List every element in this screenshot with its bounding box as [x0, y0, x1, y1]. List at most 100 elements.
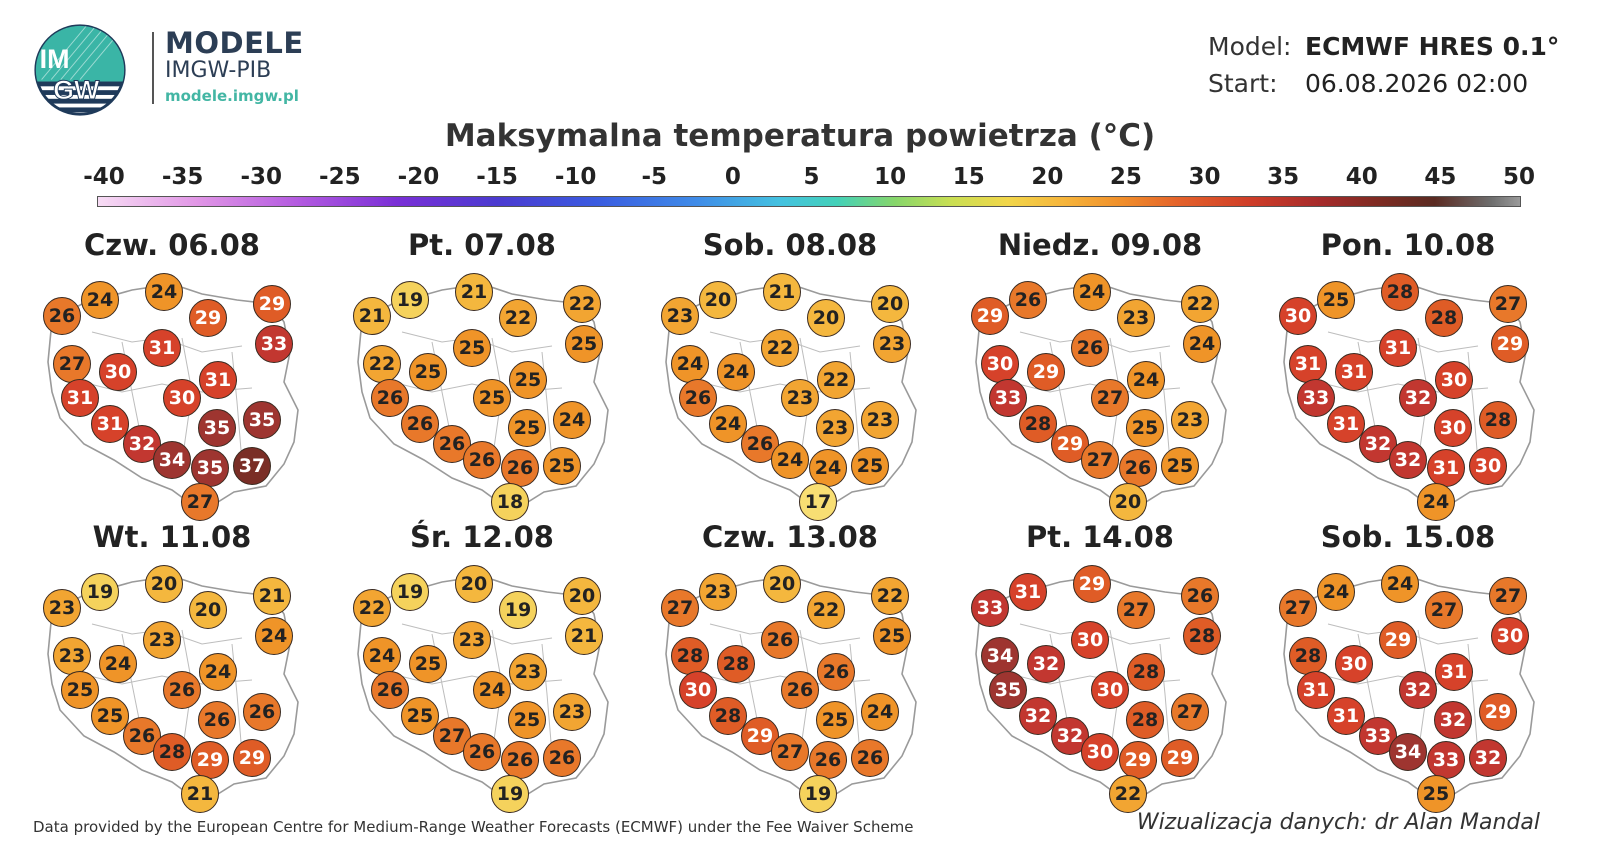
temperature-marker: 24: [1127, 361, 1165, 399]
temperature-marker: 33: [971, 589, 1009, 627]
temperature-marker: 27: [1081, 441, 1119, 479]
data-attribution: Data provided by the European Centre for…: [33, 818, 914, 836]
temperature-marker: 31: [1327, 697, 1365, 735]
temperature-marker: 32: [1019, 697, 1057, 735]
chart-title: Maksymalna temperatura powietrza (°C): [444, 118, 1156, 154]
temperature-marker: 31: [91, 405, 129, 443]
panel-date-title: Niedz. 09.08: [997, 228, 1203, 262]
temperature-marker: 24: [671, 345, 709, 383]
colorbar-tick-label: -40: [83, 164, 125, 190]
colorbar-tick-label: 0: [724, 164, 741, 190]
temperature-marker: 24: [99, 645, 137, 683]
temperature-marker: 25: [473, 379, 511, 417]
temperature-marker: 24: [81, 281, 119, 319]
forecast-panel: Śr. 12.08 22 19 20 19 20 21 23 24 25 23 26 24 25 25 23 2…: [332, 520, 632, 813]
temperature-marker: 27: [1279, 589, 1317, 627]
temperature-marker: 28: [1183, 617, 1221, 655]
forecast-panel: Pt. 07.08 21 19 21 22 22 25 25 22 25 25 26 25 26 25 24 2…: [332, 228, 632, 521]
panel-date-title: Sob. 15.08: [1320, 520, 1496, 554]
colorbar: [97, 196, 1521, 207]
temperature-marker: 26: [679, 379, 717, 417]
temperature-marker: 32: [1469, 739, 1507, 777]
temperature-marker: 30: [1081, 733, 1119, 771]
temperature-marker: 32: [1434, 701, 1472, 739]
temperature-marker: 24: [199, 653, 237, 691]
temperature-marker: 23: [553, 693, 591, 731]
colorbar-tick-label: 5: [803, 164, 820, 190]
temperature-marker: 20: [807, 299, 845, 337]
temperature-marker: 25: [409, 353, 447, 391]
temperature-marker: 26: [463, 733, 501, 771]
brand-title: MODELE: [165, 26, 304, 60]
panel-date-title: Czw. 13.08: [702, 520, 878, 554]
temperature-marker: 29: [1379, 621, 1417, 659]
temperature-marker: 26: [809, 741, 847, 779]
temperature-marker: 22: [563, 285, 601, 323]
temperature-marker: 26: [761, 621, 799, 659]
temperature-marker: 25: [873, 617, 911, 655]
temperature-marker: 29: [191, 741, 229, 779]
temperature-marker: 30: [1091, 671, 1129, 709]
temperature-marker: 19: [81, 573, 119, 611]
temperature-marker: 22: [353, 589, 391, 627]
forecast-panel: Sob. 15.08 27 24 24 27 27 30 29 28 30 31 31 32 31 32 29…: [1258, 520, 1558, 813]
temperature-marker: 30: [1469, 447, 1507, 485]
temperature-marker: 21: [763, 273, 801, 311]
colorbar-tick-label: 40: [1345, 164, 1378, 190]
temperature-marker: 26: [243, 693, 281, 731]
temperature-marker: 27: [53, 345, 91, 383]
temperature-marker: 24: [861, 693, 899, 731]
temperature-marker: 26: [163, 671, 201, 709]
temperature-marker: 22: [1109, 775, 1147, 813]
temperature-marker: 24: [1417, 483, 1455, 521]
temperature-marker: 23: [53, 637, 91, 675]
forecast-panel: Niedz. 09.08 29 26 24 23 22 24 26 30 29 24 33 27 28 25…: [950, 228, 1250, 521]
temperature-marker: 35: [243, 401, 281, 439]
temperature-marker: 26: [371, 671, 409, 709]
temperature-marker: 32: [1399, 671, 1437, 709]
temperature-marker: 34: [1389, 733, 1427, 771]
temperature-marker: 32: [123, 425, 161, 463]
temperature-marker: 31: [1335, 353, 1373, 391]
temperature-marker: 24: [363, 637, 401, 675]
temperature-marker: 26: [401, 405, 439, 443]
temperature-marker: 24: [809, 449, 847, 487]
temperature-marker: 24: [771, 441, 809, 479]
temperature-marker: 26: [198, 701, 236, 739]
colorbar-tick-label: -15: [476, 164, 518, 190]
temperature-marker: 23: [43, 589, 81, 627]
temperature-marker: 25: [509, 361, 547, 399]
temperature-marker: 31: [143, 329, 181, 367]
temperature-marker: 25: [1161, 447, 1199, 485]
temperature-marker: 30: [1434, 409, 1472, 447]
temperature-marker: 19: [391, 281, 429, 319]
temperature-marker: 25: [508, 409, 546, 447]
temperature-marker: 24: [145, 273, 183, 311]
colorbar-tick-label: 15: [952, 164, 985, 190]
colorbar-tick-label: 20: [1031, 164, 1064, 190]
temperature-marker: 27: [1091, 379, 1129, 417]
temperature-marker: 23: [781, 379, 819, 417]
temperature-marker: 26: [43, 297, 81, 335]
temperature-marker: 29: [253, 285, 291, 323]
temperature-marker: 26: [817, 653, 855, 691]
temperature-marker: 29: [971, 297, 1009, 335]
temperature-marker: 24: [255, 617, 293, 655]
temperature-marker: 32: [1389, 441, 1427, 479]
temperature-marker: 24: [709, 405, 747, 443]
temperature-marker: 37: [233, 447, 271, 485]
temperature-marker: 25: [61, 671, 99, 709]
visualization-credit: Wizualizacja danych: dr Alan Mandal: [1136, 810, 1540, 835]
temperature-marker: 30: [1491, 617, 1529, 655]
temperature-marker: 27: [181, 483, 219, 521]
colorbar-tick-label: 25: [1109, 164, 1142, 190]
temperature-marker: 25: [1317, 281, 1355, 319]
temperature-marker: 22: [817, 361, 855, 399]
temperature-marker: 23: [861, 401, 899, 439]
temperature-marker: 27: [771, 733, 809, 771]
temperature-marker: 26: [501, 741, 539, 779]
temperature-marker: 24: [553, 401, 591, 439]
brand-url-link[interactable]: modele.imgw.pl: [165, 87, 299, 105]
temperature-marker: 28: [671, 637, 709, 675]
temperature-marker: 30: [981, 345, 1019, 383]
